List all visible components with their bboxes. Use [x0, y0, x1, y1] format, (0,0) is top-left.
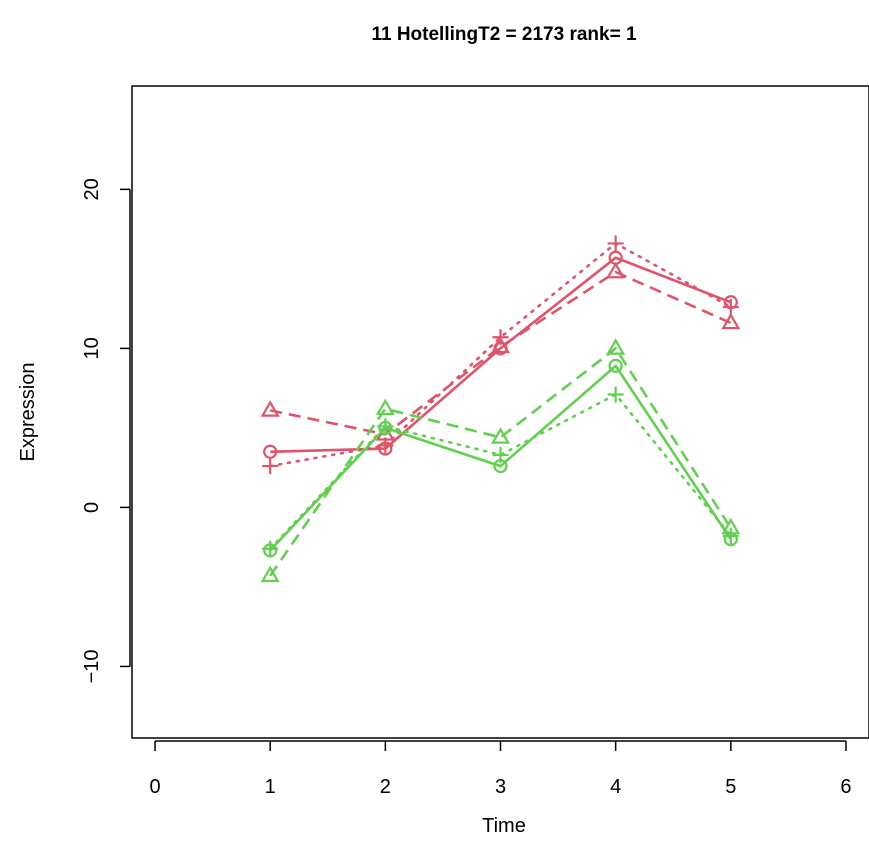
x-tick-label: 4 [610, 776, 621, 798]
data-point-plus [722, 528, 739, 545]
data-point-plus [722, 299, 739, 316]
data-point-circle [263, 444, 278, 459]
chart-title: 11 HotellingT2 = 2173 rank= 1 [371, 24, 637, 45]
x-tick-label: 5 [725, 776, 736, 798]
series-line [268, 242, 733, 468]
x-tick-label: 3 [495, 776, 506, 798]
series-line [269, 347, 732, 577]
data-point-triangle [606, 261, 626, 279]
data-point-plus [607, 386, 624, 403]
y-tick-label: 20 [81, 178, 103, 200]
x-tick-label: 6 [840, 776, 851, 798]
y-tick-label: 0 [81, 502, 103, 513]
data-point-plus [262, 458, 279, 475]
x-tick-label: 1 [265, 776, 276, 798]
data-point-triangle [260, 400, 280, 417]
series-group_b-dotted [262, 386, 739, 557]
x-tick-label: 0 [149, 776, 160, 798]
data-point-circle [608, 358, 623, 373]
y-tick-label: 10 [81, 337, 103, 359]
y-axis-label: Expression [17, 363, 39, 462]
data-point-plus [607, 235, 624, 252]
series-line [269, 364, 732, 552]
data-point-plus [262, 540, 279, 557]
series-group_a-dotted [262, 235, 739, 475]
data-point-triangle [721, 312, 741, 330]
data-point-plus [377, 437, 394, 454]
data-point-triangle [260, 565, 280, 583]
data-point-triangle [490, 427, 511, 444]
x-axis: 0 1 2 3 4 5 6 [149, 740, 852, 798]
data-point-plus [377, 418, 394, 435]
data-point-triangle [375, 398, 395, 416]
x-tick-label: 2 [380, 776, 391, 798]
series-line [269, 270, 732, 436]
series-group_a-dashed [260, 261, 741, 441]
series-layer [260, 235, 741, 583]
y-tick-label: −10 [81, 649, 103, 683]
data-point-plus [492, 329, 509, 346]
plot-area-frame [131, 85, 869, 739]
series-line [270, 256, 732, 454]
y-axis: −10 0 10 20 [81, 178, 131, 683]
data-point-triangle [490, 336, 511, 354]
x-axis-label: Time [482, 815, 526, 837]
data-point-triangle [606, 338, 626, 355]
data-point-plus [492, 446, 509, 463]
